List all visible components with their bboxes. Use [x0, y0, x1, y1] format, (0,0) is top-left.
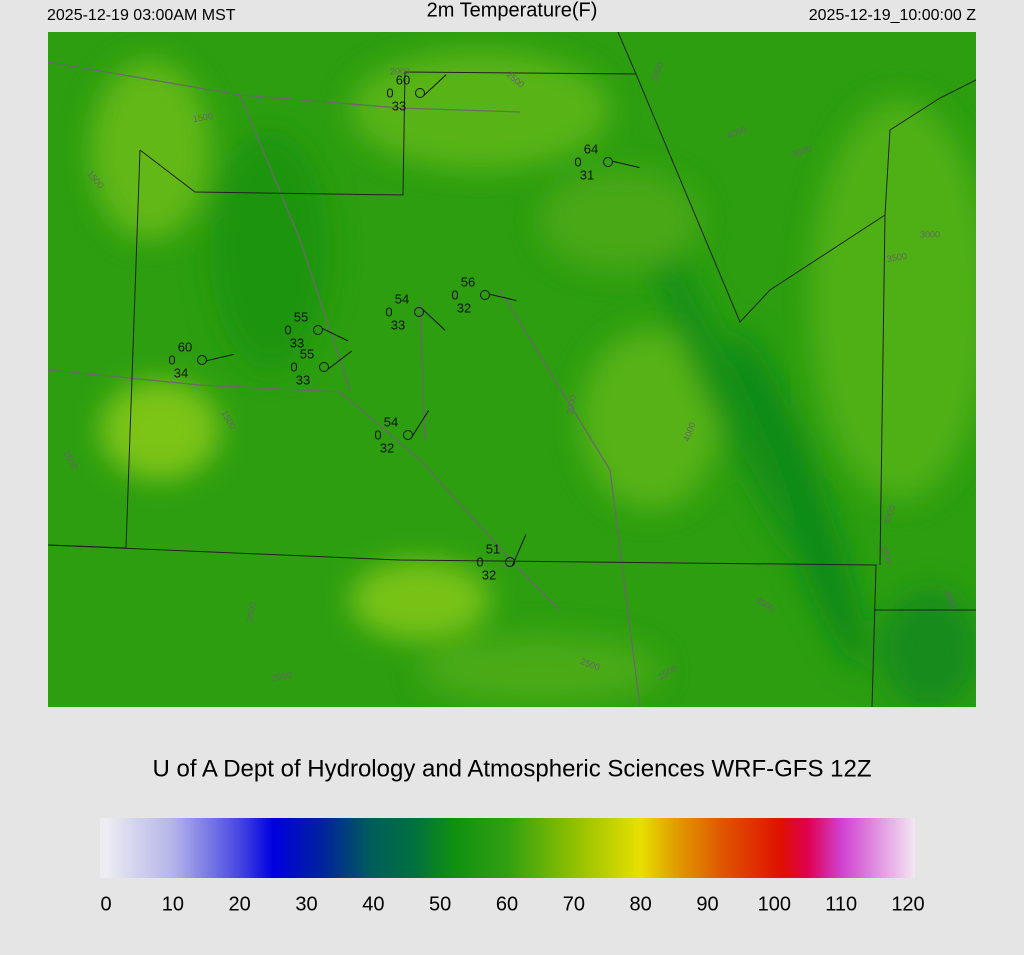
colorbar — [100, 818, 915, 878]
contour-label: 2000 — [390, 66, 410, 76]
temperature: 60 — [396, 72, 410, 87]
station-center: 0 — [385, 304, 392, 319]
temperature: 60 — [178, 339, 192, 354]
wind-barb — [322, 328, 349, 342]
colorbar-tick-label: 40 — [362, 893, 384, 915]
station-circle — [414, 307, 424, 317]
terrain — [90, 50, 976, 707]
dewpoint: 32 — [457, 300, 471, 315]
wind-barb — [489, 293, 517, 302]
temperature: 55 — [300, 346, 314, 361]
dewpoint: 31 — [580, 167, 594, 182]
temperature: 55 — [294, 309, 308, 324]
footer: U of A Dept of Hydrology and Atmospheric… — [153, 755, 872, 782]
colorbar-tick-label: 70 — [563, 893, 585, 915]
colorbar-tick-label: 100 — [758, 893, 791, 915]
contour-label: 2000 — [245, 601, 258, 622]
contour-label: 3000 — [565, 394, 578, 415]
dewpoint: 33 — [392, 98, 406, 113]
colorbar-tick-label: 50 — [429, 893, 451, 915]
station-center: 0 — [386, 85, 393, 100]
station-circle — [603, 157, 613, 167]
wind-barb — [612, 160, 640, 169]
colorbar-tick-label: 110 — [825, 893, 857, 915]
dewpoint: 33 — [391, 317, 405, 332]
station-center: 0 — [284, 322, 291, 337]
colorbar-tick-label: 90 — [696, 893, 718, 915]
wind-barb — [327, 350, 353, 370]
colorbar-tick-label: 30 — [295, 893, 317, 915]
station-center: 0 — [374, 427, 381, 442]
temperature: 54 — [395, 291, 409, 306]
colorbar-tick-label: 0 — [100, 893, 111, 915]
colorbar-tick-label: 120 — [891, 893, 924, 915]
map — [48, 32, 976, 707]
station-circle — [480, 290, 490, 300]
station-circle — [319, 362, 329, 372]
temperature: 64 — [584, 141, 598, 156]
station-center: 0 — [574, 154, 581, 169]
wind-barb — [423, 74, 447, 96]
station-center: 0 — [168, 352, 175, 367]
temperature: 51 — [486, 541, 500, 556]
dewpoint: 34 — [174, 365, 188, 380]
colorbar-tick-label: 80 — [630, 893, 652, 915]
dewpoint: 32 — [380, 440, 394, 455]
station-center: 0 — [290, 359, 297, 374]
station-center: 0 — [476, 554, 483, 569]
station-center: 0 — [451, 287, 458, 302]
borders — [48, 32, 976, 707]
dewpoint: 33 — [296, 372, 310, 387]
header-title: 2m Temperature(F) — [427, 0, 598, 21]
wind-barb — [511, 534, 527, 567]
colorbar-ticks: 0 10 20 30 40 50 60 70 80 90 100 110 120 — [100, 893, 924, 915]
contour-label: 3500 — [886, 251, 907, 264]
station-circle — [505, 557, 515, 567]
temperature: 56 — [461, 274, 475, 289]
station-circle — [415, 88, 425, 98]
header-right: 2025-12-19_10:00:00 Z — [809, 7, 976, 24]
dewpoint: 33 — [290, 335, 304, 350]
wind-barb — [410, 410, 429, 439]
colorbar-tick-label: 20 — [229, 893, 251, 915]
wind-barb — [422, 309, 446, 331]
roads — [48, 61, 641, 707]
wind-barb — [206, 353, 234, 362]
dewpoint: 32 — [482, 567, 496, 582]
stations: 6003364031560325403355033550336003454032… — [168, 72, 640, 582]
contour-label: 2000 — [271, 670, 292, 683]
contour-label: 3000 — [920, 229, 940, 239]
station-circle — [197, 355, 207, 365]
contour-label: 1500 — [192, 111, 213, 124]
header-left: 2025-12-19 03:00AM MST — [47, 7, 236, 24]
station-circle — [313, 325, 323, 335]
colorbar-tick-label: 10 — [162, 893, 184, 915]
temperature: 54 — [384, 414, 398, 429]
colorbar-tick-label: 60 — [496, 893, 518, 915]
